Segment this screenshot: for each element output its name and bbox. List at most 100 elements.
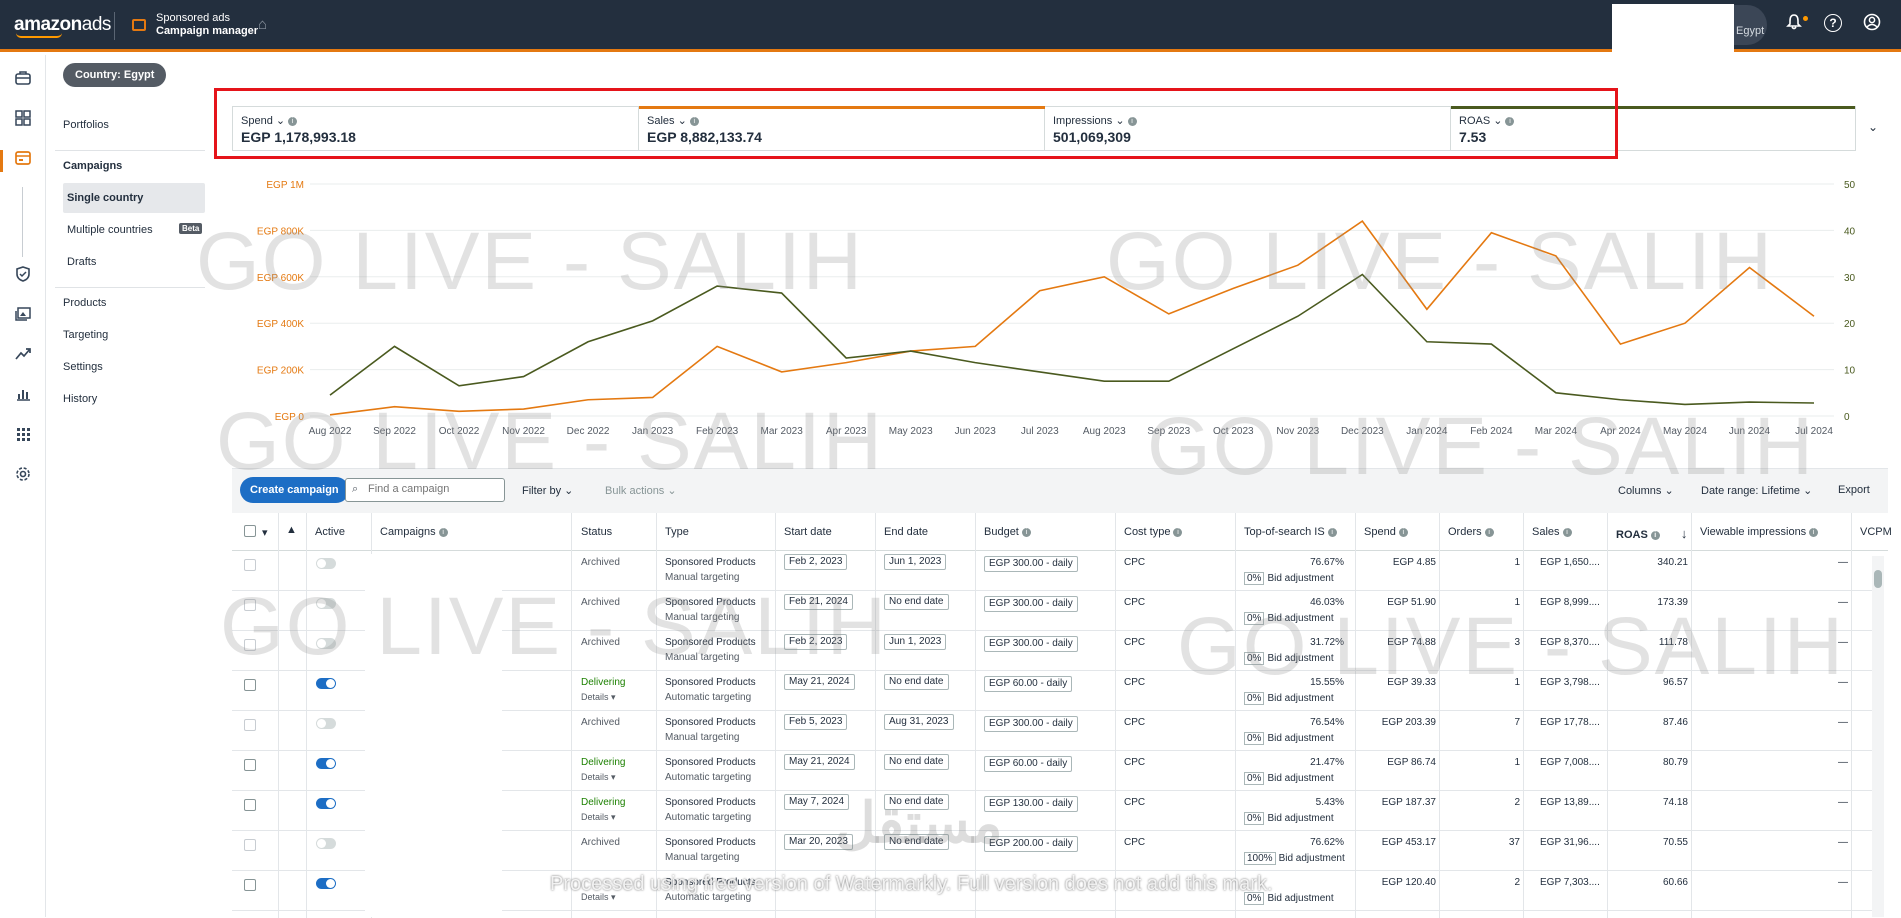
kpi-sales[interactable]: Sales ⌄ i EGP 8,882,133.74 [639,106,1045,150]
bid-adjustment[interactable]: 0% Bid adjustment [1244,732,1334,745]
nav-single-country[interactable]: Single country [67,192,144,204]
end-date-field[interactable]: Aug 31, 2023 [884,714,954,730]
expand-chevron-icon[interactable]: ⌄ [1868,120,1879,134]
col-vcpm[interactable]: VCPM [1860,526,1892,538]
row-checkbox[interactable] [244,679,256,691]
scrollbar-thumb[interactable] [1874,570,1882,588]
create-campaign-button[interactable]: Create campaign [240,477,349,503]
active-toggle[interactable] [316,718,336,729]
export-button[interactable]: Export [1838,484,1870,496]
help-icon[interactable]: ? [1824,14,1842,32]
end-date-field[interactable]: No end date [884,834,949,850]
nav-targeting[interactable]: Targeting [63,329,109,341]
budget-field[interactable]: EGP 130.00 - daily [984,796,1078,812]
details-dropdown[interactable]: Details ▾ [581,772,616,782]
col-spend[interactable]: Spend i [1364,526,1408,538]
col-sales[interactable]: Sales i [1532,526,1572,538]
end-date-field[interactable]: No end date [884,594,949,610]
campaign-icon[interactable] [12,149,34,171]
bid-adjustment[interactable]: 100% Bid adjustment [1244,852,1345,865]
end-date-field[interactable]: No end date [884,754,949,770]
nav-products[interactable]: Products [63,297,107,309]
vertical-scrollbar[interactable] [1872,556,1884,917]
end-date-field[interactable]: Jun 1, 2023 [884,634,947,650]
active-toggle[interactable] [316,878,336,889]
budget-field[interactable]: EGP 300.00 - daily [984,636,1078,652]
active-toggle[interactable] [316,758,336,769]
col-end-date[interactable]: End date [884,526,929,538]
home-icon[interactable]: ⌂ [258,16,268,33]
details-dropdown[interactable]: Details ▾ [581,812,616,822]
col-viewable-impressions[interactable]: Viewable impressions i [1700,526,1819,538]
start-date-field[interactable]: Mar 20, 2023 [784,834,853,850]
col-type[interactable]: Type [665,526,689,538]
details-dropdown[interactable]: Details ▾ [581,692,616,702]
bulk-actions-dropdown[interactable]: Bulk actions ⌄ [605,485,677,497]
end-date-field[interactable]: No end date [884,794,949,810]
row-checkbox[interactable] [244,759,256,771]
chevron-down-icon[interactable]: ▾ [262,527,268,539]
bid-adjustment[interactable]: 0% Bid adjustment [1244,892,1334,905]
settings-icon[interactable] [12,465,34,487]
country-filter-pill[interactable]: Country: Egypt [63,63,167,87]
sort-desc-icon[interactable]: ↓ [1680,526,1688,541]
active-toggle[interactable] [316,678,336,689]
row-checkbox[interactable] [244,559,256,571]
col-campaigns[interactable]: Campaigns i [380,526,448,538]
col-start-date[interactable]: Start date [784,526,832,538]
bid-adjustment[interactable]: 0% Bid adjustment [1244,572,1334,585]
shield-icon[interactable] [12,265,34,287]
row-checkbox[interactable] [244,879,256,891]
col-status[interactable]: Status [581,526,613,538]
row-checkbox[interactable] [244,839,256,851]
nav-portfolios[interactable]: Portfolios [63,119,109,131]
bar-chart-icon[interactable] [12,385,34,407]
search-input[interactable]: ⌕ [345,478,505,502]
active-toggle[interactable] [316,838,336,849]
table-row[interactable]: Delivering Details ▾ Sponsored Products Aut… [232,791,1872,831]
kpi-impressions[interactable]: Impressions ⌄ i 501,069,309 [1045,107,1451,150]
start-date-field[interactable]: Feb 21, 2024 [784,594,853,610]
columns-dropdown[interactable]: Columns ⌄ [1618,485,1674,497]
dashboard-icon[interactable] [12,109,34,131]
row-checkbox[interactable] [244,719,256,731]
col-budget[interactable]: Budget i [984,526,1031,538]
find-campaign-field[interactable] [368,483,498,495]
bid-adjustment[interactable]: 0% Bid adjustment [1244,812,1334,825]
table-row[interactable]: Archived Sponsored Products Manual targeti… [232,631,1872,671]
start-date-field[interactable]: May 21, 2024 [784,754,855,770]
bid-adjustment[interactable]: 0% Bid adjustment [1244,692,1334,705]
col-roas[interactable]: ROAS i ↓ [1616,526,1688,541]
select-all-checkbox[interactable] [244,525,256,537]
nav-campaigns[interactable]: Campaigns [63,160,123,172]
start-date-field[interactable]: Feb 2, 2023 [784,634,848,650]
budget-field[interactable]: EGP 60.00 - daily [984,676,1073,692]
bell-icon[interactable] [1784,13,1804,33]
kpi-roas[interactable]: ROAS ⌄ i 7.53 [1451,106,1855,150]
nav-history[interactable]: History [63,393,98,405]
col-cost-type[interactable]: Cost type i [1124,526,1183,538]
apps-icon[interactable] [12,425,34,447]
table-row[interactable]: Details ▾ Sponsored Products Automatic tar… [232,871,1872,911]
trend-icon[interactable] [12,345,34,367]
bid-adjustment[interactable]: 0% Bid adjustment [1244,612,1334,625]
bid-adjustment[interactable]: 0% Bid adjustment [1244,772,1334,785]
active-toggle[interactable] [316,598,336,609]
account-icon[interactable] [1862,13,1882,33]
active-toggle[interactable] [316,638,336,649]
budget-field[interactable]: EGP 200.00 - daily [984,836,1078,852]
details-dropdown[interactable]: Details ▾ [581,892,616,902]
nav-settings[interactable]: Settings [63,361,103,373]
table-row[interactable]: Archived Sponsored Products Manual targeti… [232,711,1872,751]
nav-multiple-countries[interactable]: Multiple countries [67,224,153,236]
row-checkbox[interactable] [244,639,256,651]
row-checkbox[interactable] [244,599,256,611]
start-date-field[interactable]: May 7, 2024 [784,794,850,810]
start-date-field[interactable]: May 21, 2024 [784,674,855,690]
table-row[interactable]: Archived Sponsored Products Manual targeti… [232,831,1872,871]
budget-field[interactable]: EGP 60.00 - daily [984,756,1073,772]
active-toggle[interactable] [316,558,336,569]
end-date-field[interactable]: Jun 1, 2023 [884,554,947,570]
table-row[interactable]: gDeliveringDetails ▾Sponsored ProductsAu… [232,671,1872,711]
col-active[interactable]: Active [315,526,345,538]
